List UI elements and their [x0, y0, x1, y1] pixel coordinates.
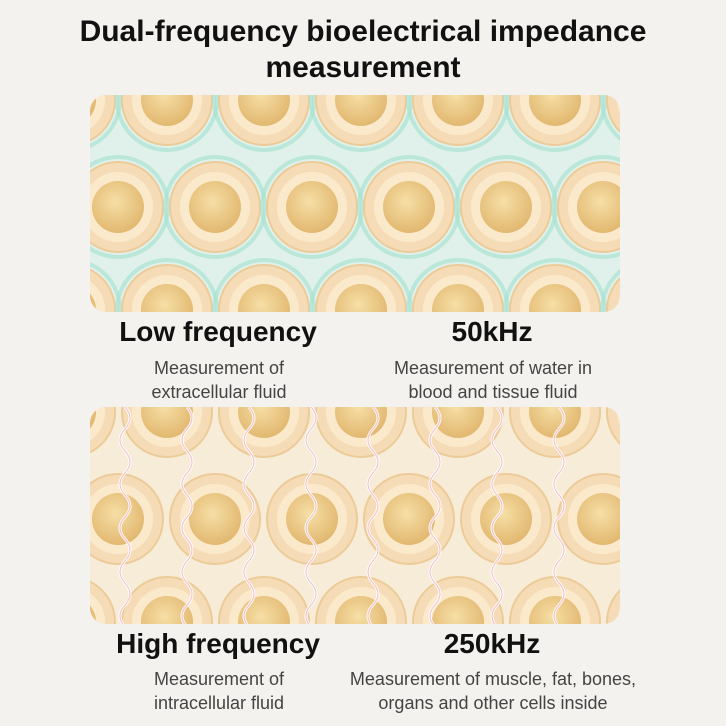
description-line: Measurement of muscle, fat, bones,: [349, 669, 637, 689]
description-line: extracellular fluid: [151, 382, 287, 402]
nucleus: [529, 407, 581, 438]
current-glow: [429, 407, 441, 624]
cell: [606, 264, 620, 312]
nucleus: [92, 181, 144, 233]
current-glow: [367, 407, 379, 624]
nucleus: [335, 284, 387, 312]
nucleus: [529, 95, 581, 126]
cell: [606, 576, 620, 624]
extracellular-fluid: [90, 95, 122, 152]
extracellular-fluid: [454, 155, 558, 259]
extracellular-fluid: [115, 258, 219, 312]
description: Measurement of extracellular fluid: [49, 356, 389, 404]
extracellular-fluid: [600, 258, 620, 312]
cell: [606, 95, 620, 146]
nucleus: [383, 493, 435, 545]
extracellular-fluid: [551, 155, 620, 259]
nucleus: [577, 181, 620, 233]
nucleus: [238, 95, 290, 126]
current-glow: [305, 407, 317, 624]
current-glow: [553, 407, 565, 624]
nucleus: [480, 493, 532, 545]
extracellular-fluid: [309, 258, 413, 312]
nucleus: [141, 596, 193, 624]
nucleus: [141, 407, 193, 438]
extracellular-fluid: [406, 95, 510, 152]
nucleus: [577, 493, 620, 545]
nucleus: [335, 407, 387, 438]
extracellular-fluid: [406, 258, 510, 312]
cell-illustration: [90, 95, 620, 312]
extracellular-fluid: [309, 95, 413, 152]
nucleus: [529, 284, 581, 312]
description: Measurement of intracellular fluid: [49, 667, 389, 715]
nucleus: [286, 181, 338, 233]
title-line: Dual-frequency bioelectrical impedance: [79, 15, 647, 48]
nucleus: [141, 284, 193, 312]
extracellular-fluid: [503, 258, 607, 312]
extracellular-fluid: [90, 258, 122, 312]
nucleus: [383, 181, 435, 233]
nucleus: [432, 95, 484, 126]
nucleus: [189, 181, 241, 233]
description-line: blood and tissue fluid: [408, 382, 578, 402]
current-glow: [119, 407, 131, 624]
extracellular-fluid: [212, 258, 316, 312]
extracellular-fluid: [260, 155, 364, 259]
title-line: measurement: [265, 51, 461, 84]
current-glow: [181, 407, 193, 624]
cell: [606, 407, 620, 458]
nucleus: [432, 407, 484, 438]
current-glow: [243, 407, 255, 624]
extracellular-fluid: [163, 155, 267, 259]
extracellular-fluid: [212, 95, 316, 152]
extracellular-fluid: [90, 155, 170, 259]
nucleus: [432, 596, 484, 624]
nucleus: [335, 95, 387, 126]
description-line: Measurement of: [153, 358, 285, 378]
current-glow: [491, 407, 503, 624]
nucleus: [92, 493, 144, 545]
description-line: intracellular fluid: [153, 693, 285, 713]
description-line: Measurement of: [153, 669, 285, 689]
nucleus: [286, 493, 338, 545]
extracellular-fluid: [115, 95, 219, 152]
description-line: Measurement of water in: [393, 358, 593, 378]
cell-illustration: [90, 407, 620, 624]
extracellular-fluid: [600, 95, 620, 152]
frequency-label: Low frequency: [119, 316, 317, 347]
description: Measurement of water in blood and tissue…: [323, 356, 663, 404]
description-line: organs and other cells inside: [378, 693, 608, 713]
nucleus: [335, 596, 387, 624]
title: Dual-frequency bioelectrical impedance m…: [0, 14, 726, 86]
description: Measurement of muscle, fat, bones, organ…: [323, 667, 663, 715]
cells: [90, 407, 620, 624]
nucleus: [189, 493, 241, 545]
extracellular-fluid: [503, 95, 607, 152]
frequency-value: 50kHz: [451, 316, 533, 347]
frequency-value: 250kHz: [443, 628, 541, 659]
nucleus: [238, 284, 290, 312]
nucleus: [141, 95, 193, 126]
extracellular-fluid: [357, 155, 461, 259]
nucleus: [480, 181, 532, 233]
nucleus: [238, 596, 290, 624]
frequency-label: High frequency: [116, 628, 320, 659]
cells: [90, 95, 620, 312]
nucleus: [432, 284, 484, 312]
